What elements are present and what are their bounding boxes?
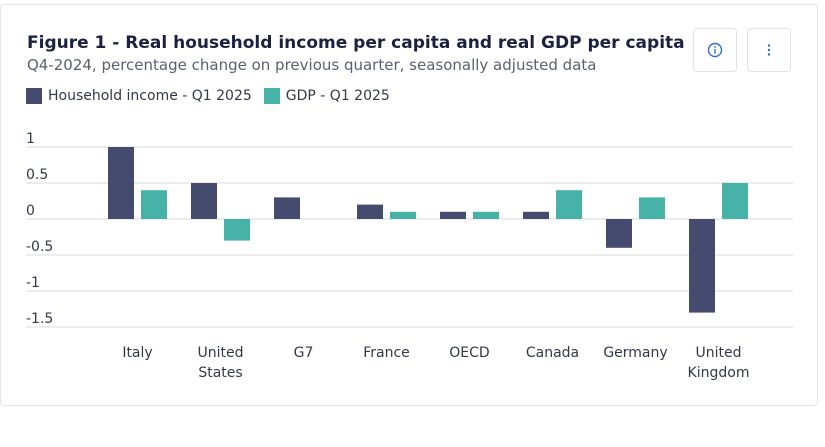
x-category-label: United States [198, 345, 244, 381]
x-category-label: United Kingdom [688, 345, 750, 381]
legend-item-gdp[interactable]: GDP - Q1 2025 [263, 88, 390, 104]
x-category-label: G7 [294, 345, 314, 361]
bar-household-income[interactable] [523, 211, 549, 219]
legend-label-gdp: GDP - Q1 2025 [285, 88, 390, 104]
legend-item-household-income[interactable]: Household income - Q1 2025 [26, 88, 252, 104]
y-tick-label: -1.5 [26, 311, 53, 327]
x-category-label: France [363, 345, 410, 361]
x-category-label: Canada [526, 345, 579, 361]
bar-household-income[interactable] [440, 211, 466, 219]
info-button[interactable] [693, 28, 737, 72]
more-vertical-icon [767, 44, 771, 56]
info-icon [707, 42, 723, 58]
y-tick-label: 0 [26, 203, 35, 219]
y-tick-label: -1 [26, 275, 40, 291]
y-tick-label: 0.5 [26, 167, 48, 183]
y-tick-label: -0.5 [26, 239, 53, 255]
y-tick-label: 1 [26, 131, 35, 147]
bar-household-income[interactable] [606, 219, 632, 248]
chart-card: Figure 1 - Real household income per cap… [0, 4, 818, 406]
bar-gdp[interactable] [722, 183, 748, 219]
x-category-label: Germany [603, 345, 667, 361]
bar-household-income[interactable] [191, 183, 217, 219]
bar-household-income[interactable] [274, 197, 300, 219]
legend-label-household-income: Household income - Q1 2025 [48, 88, 252, 104]
more-options-button[interactable] [747, 28, 791, 72]
bar-household-income[interactable] [357, 204, 383, 219]
bar-household-income[interactable] [689, 219, 715, 313]
x-category-label: OECD [449, 345, 489, 361]
bar-gdp[interactable] [141, 190, 167, 219]
x-category-label: Italy [122, 345, 152, 361]
chart-title: Figure 1 - Real household income per cap… [27, 33, 685, 53]
bar-gdp[interactable] [556, 190, 582, 219]
legend-swatch-gdp [263, 88, 280, 104]
chart-legend: Household income - Q1 2025 GDP - Q1 2025 [26, 88, 402, 104]
bar-household-income[interactable] [108, 147, 134, 219]
chart-subtitle: Q4-2024, percentage change on previous q… [27, 56, 597, 74]
bar-gdp[interactable] [639, 197, 665, 219]
bar-gdp[interactable] [390, 211, 416, 219]
bar-gdp[interactable] [473, 211, 499, 219]
legend-swatch-household-income [26, 88, 42, 104]
bar-gdp[interactable] [224, 219, 250, 241]
